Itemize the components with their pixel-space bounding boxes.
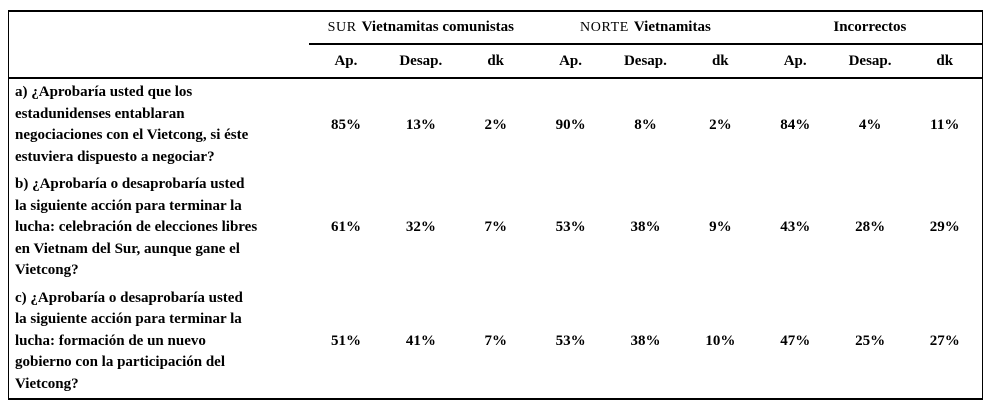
corner-cell-sub — [8, 44, 309, 79]
group-prefix-label: NORTE — [580, 20, 629, 35]
subheader-row: Ap. Desap. dk Ap. Desap. dk Ap. Desap. d… — [8, 44, 983, 79]
value-cell: 47% — [780, 332, 811, 349]
subheader-desap-2: Desap. — [608, 44, 683, 79]
value-cell: 53% — [555, 332, 586, 349]
value-cell: 51% — [330, 332, 361, 349]
table-row-b: b) ¿Aprobaría o desaprobaría usted la si… — [9, 171, 983, 285]
subheader-ap-3: Ap. — [757, 44, 833, 79]
col-group-incorrectos: Incorrectos — [757, 11, 983, 45]
value-cell: 10% — [705, 332, 736, 349]
value-cell: 7% — [484, 332, 507, 349]
subheader-dk-1: dk — [458, 44, 534, 79]
question-cell: c) ¿Aprobaría o desaprobaría usted la si… — [15, 289, 243, 392]
corner-cell-top — [9, 11, 309, 44]
value-cell: 4% — [858, 116, 882, 133]
question-cell: b) ¿Aprobaría o desaprobaría usted la si… — [15, 176, 258, 278]
value-cell: 38% — [630, 332, 661, 349]
value-cell: 90% — [555, 116, 586, 133]
value-cell: 2% — [484, 116, 507, 133]
value-cell: 7% — [484, 219, 507, 236]
col-group-norte-vietnamitas: NORTE Vietnamitas — [533, 11, 758, 45]
table-body: a) ¿Aprobaría usted que los estadunidens… — [9, 78, 983, 399]
question-cell: a) ¿Aprobaría usted que los estadunidens… — [15, 84, 249, 165]
group-bold-label: Vietnamitas comunistas — [361, 19, 515, 35]
value-cell: 2% — [709, 116, 732, 133]
value-cell: 41% — [405, 332, 436, 349]
subheader-desap-3: Desap. — [832, 44, 908, 79]
table-row-a: a) ¿Aprobaría usted que los estadunidens… — [9, 78, 983, 171]
subheader-ap-1: Ap. — [308, 44, 384, 79]
value-cell: 85% — [330, 116, 361, 133]
group-prefix-label: SUR — [327, 20, 357, 35]
table-header: SUR Vietnamitas comunistas NORTE Vietnamit… — [8, 11, 983, 79]
value-cell: 25% — [855, 332, 886, 349]
value-cell: 11% — [930, 116, 960, 133]
value-cell: 43% — [780, 219, 811, 236]
col-group-sur-vietnamitas-comunistas: SUR Vietnamitas comunistas — [308, 11, 534, 45]
value-cell: 29% — [929, 219, 960, 236]
value-cell: 28% — [855, 219, 886, 236]
value-cell: 9% — [709, 219, 732, 236]
subheader-dk-3: dk — [907, 44, 983, 79]
group-header-row: SUR Vietnamitas comunistas NORTE Vietnamit… — [9, 11, 983, 45]
value-cell: 38% — [630, 219, 661, 236]
subheader-ap-2: Ap. — [533, 44, 608, 79]
subheader-dk-2: dk — [682, 44, 758, 79]
value-cell: 53% — [555, 219, 586, 236]
group-bold-label: Vietnamitas — [633, 19, 711, 35]
subheader-desap-1: Desap. — [383, 44, 459, 79]
group-bold-label: Incorrectos — [833, 19, 907, 35]
survey-results-table: SUR Vietnamitas comunistas NORTE Vietnamit… — [8, 10, 983, 400]
value-cell: 8% — [634, 116, 657, 133]
value-cell: 27% — [929, 332, 960, 349]
value-cell: 61% — [330, 219, 361, 236]
value-cell: 13% — [405, 116, 436, 133]
value-cell: 84% — [780, 116, 811, 133]
value-cell: 32% — [405, 219, 436, 236]
table-row-c: c) ¿Aprobaría o desaprobaría usted la si… — [9, 285, 983, 400]
